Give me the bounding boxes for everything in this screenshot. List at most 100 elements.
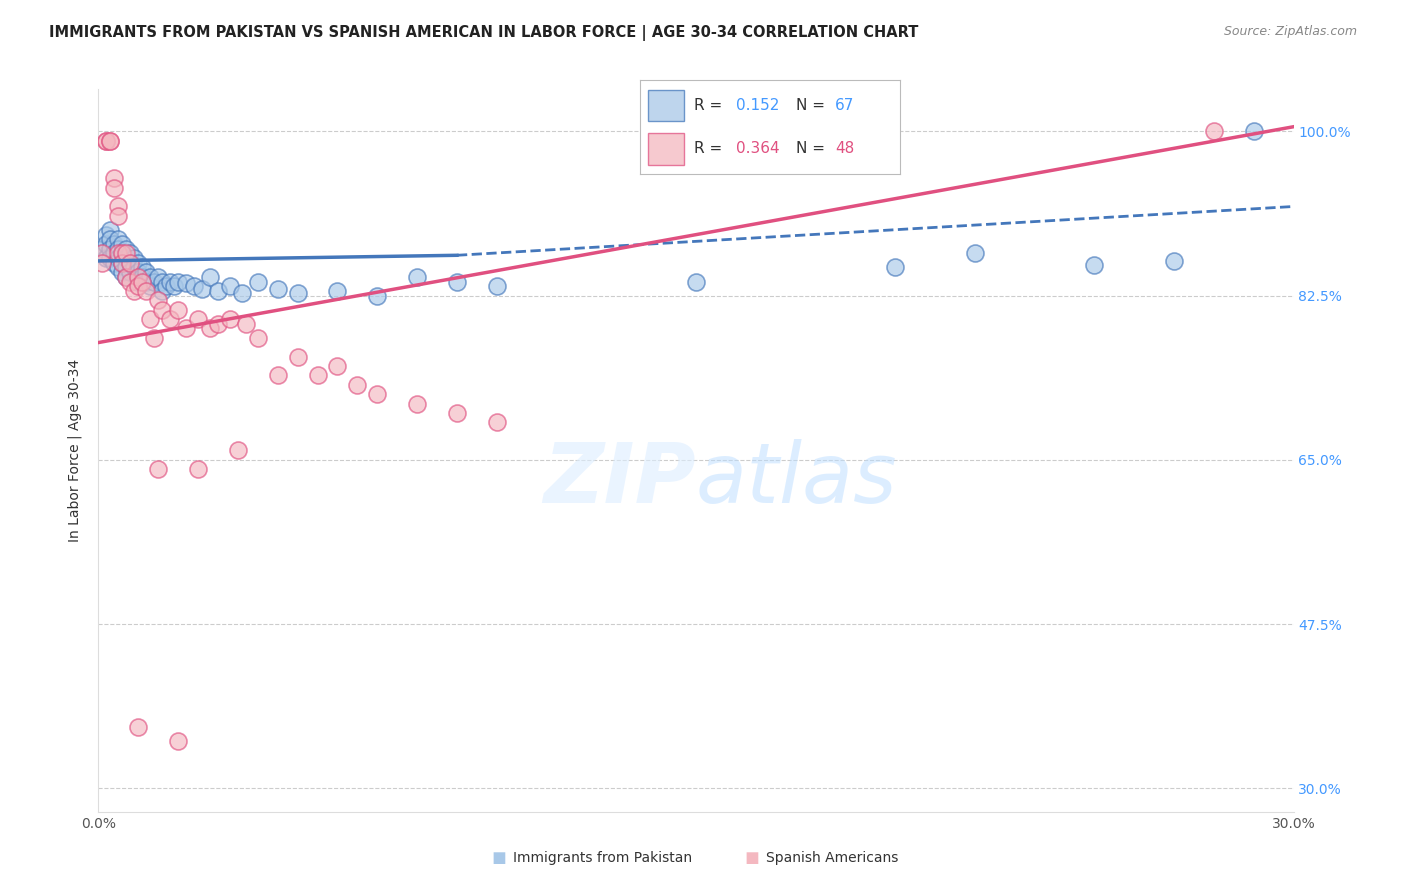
Text: ZIP: ZIP [543, 439, 696, 520]
Text: N =: N = [796, 141, 825, 156]
Text: 48: 48 [835, 141, 853, 156]
Point [115, 242, 138, 256]
Point [120, 246, 142, 260]
Point [167, 302, 190, 317]
Point [235, 317, 257, 331]
Point [287, 285, 309, 300]
Point [107, 242, 129, 256]
Text: Spanish Americans: Spanish Americans [766, 851, 898, 865]
Point [96, 237, 118, 252]
Point [155, 279, 177, 293]
Point [150, 284, 173, 298]
Point [124, 284, 146, 298]
Point [96, 134, 118, 148]
Point [124, 260, 146, 275]
Point [1163, 254, 1185, 268]
Point [98, 134, 122, 148]
Point [183, 279, 205, 293]
Point [135, 284, 157, 298]
Point [98, 242, 122, 256]
Point [96, 227, 118, 242]
Point [267, 368, 290, 383]
Point [111, 246, 134, 260]
Text: 0.364: 0.364 [735, 141, 779, 156]
Point [107, 232, 129, 246]
Point [148, 462, 170, 476]
Text: N =: N = [796, 98, 825, 113]
Point [91, 246, 114, 260]
Point [366, 288, 388, 302]
Text: 67: 67 [835, 98, 855, 113]
Point [246, 331, 269, 345]
Point [148, 293, 170, 308]
Point [103, 256, 125, 270]
Point [96, 251, 118, 265]
Point [127, 256, 149, 270]
Point [219, 312, 242, 326]
Point [287, 350, 309, 364]
Point [115, 260, 138, 275]
Point [326, 359, 349, 373]
Point [135, 265, 157, 279]
Point [150, 275, 173, 289]
Point [246, 275, 269, 289]
Point [115, 269, 138, 284]
Point [163, 279, 186, 293]
Point [139, 269, 162, 284]
Point [406, 269, 429, 284]
Point [346, 377, 368, 392]
Point [174, 321, 197, 335]
Point [159, 312, 181, 326]
Point [963, 246, 986, 260]
Point [98, 223, 122, 237]
Point [148, 269, 170, 284]
Text: 0.152: 0.152 [735, 98, 779, 113]
Point [366, 387, 388, 401]
Point [127, 275, 149, 289]
Text: R =: R = [695, 98, 723, 113]
Point [111, 256, 134, 270]
Point [406, 396, 429, 410]
Point [107, 246, 129, 260]
Point [91, 246, 114, 260]
Point [127, 720, 149, 734]
Y-axis label: In Labor Force | Age 30-34: In Labor Force | Age 30-34 [67, 359, 83, 542]
Point [120, 256, 142, 270]
Point [103, 237, 125, 252]
Point [307, 368, 329, 383]
Point [1202, 124, 1225, 138]
Point [485, 415, 508, 429]
Point [103, 180, 125, 194]
Point [120, 256, 142, 270]
Point [120, 275, 142, 289]
Point [226, 443, 249, 458]
Text: ◼: ◼ [745, 849, 759, 867]
Point [446, 406, 468, 420]
Point [111, 246, 134, 260]
Point [267, 282, 290, 296]
Point [187, 462, 209, 476]
Point [111, 256, 134, 270]
Point [231, 285, 253, 300]
Point [143, 275, 166, 289]
Point [127, 269, 149, 284]
Point [103, 171, 125, 186]
Point [219, 279, 242, 293]
Point [198, 269, 221, 284]
Point [107, 199, 129, 213]
Point [127, 265, 149, 279]
Point [107, 209, 129, 223]
Point [446, 275, 468, 289]
Point [131, 269, 153, 284]
Point [98, 232, 122, 246]
Point [131, 260, 153, 275]
Point [98, 251, 122, 265]
Point [124, 251, 146, 265]
Point [207, 317, 229, 331]
Point [167, 275, 190, 289]
Point [91, 242, 114, 256]
Point [135, 275, 157, 289]
Text: atlas: atlas [696, 439, 897, 520]
Point [159, 275, 181, 289]
Point [326, 284, 349, 298]
